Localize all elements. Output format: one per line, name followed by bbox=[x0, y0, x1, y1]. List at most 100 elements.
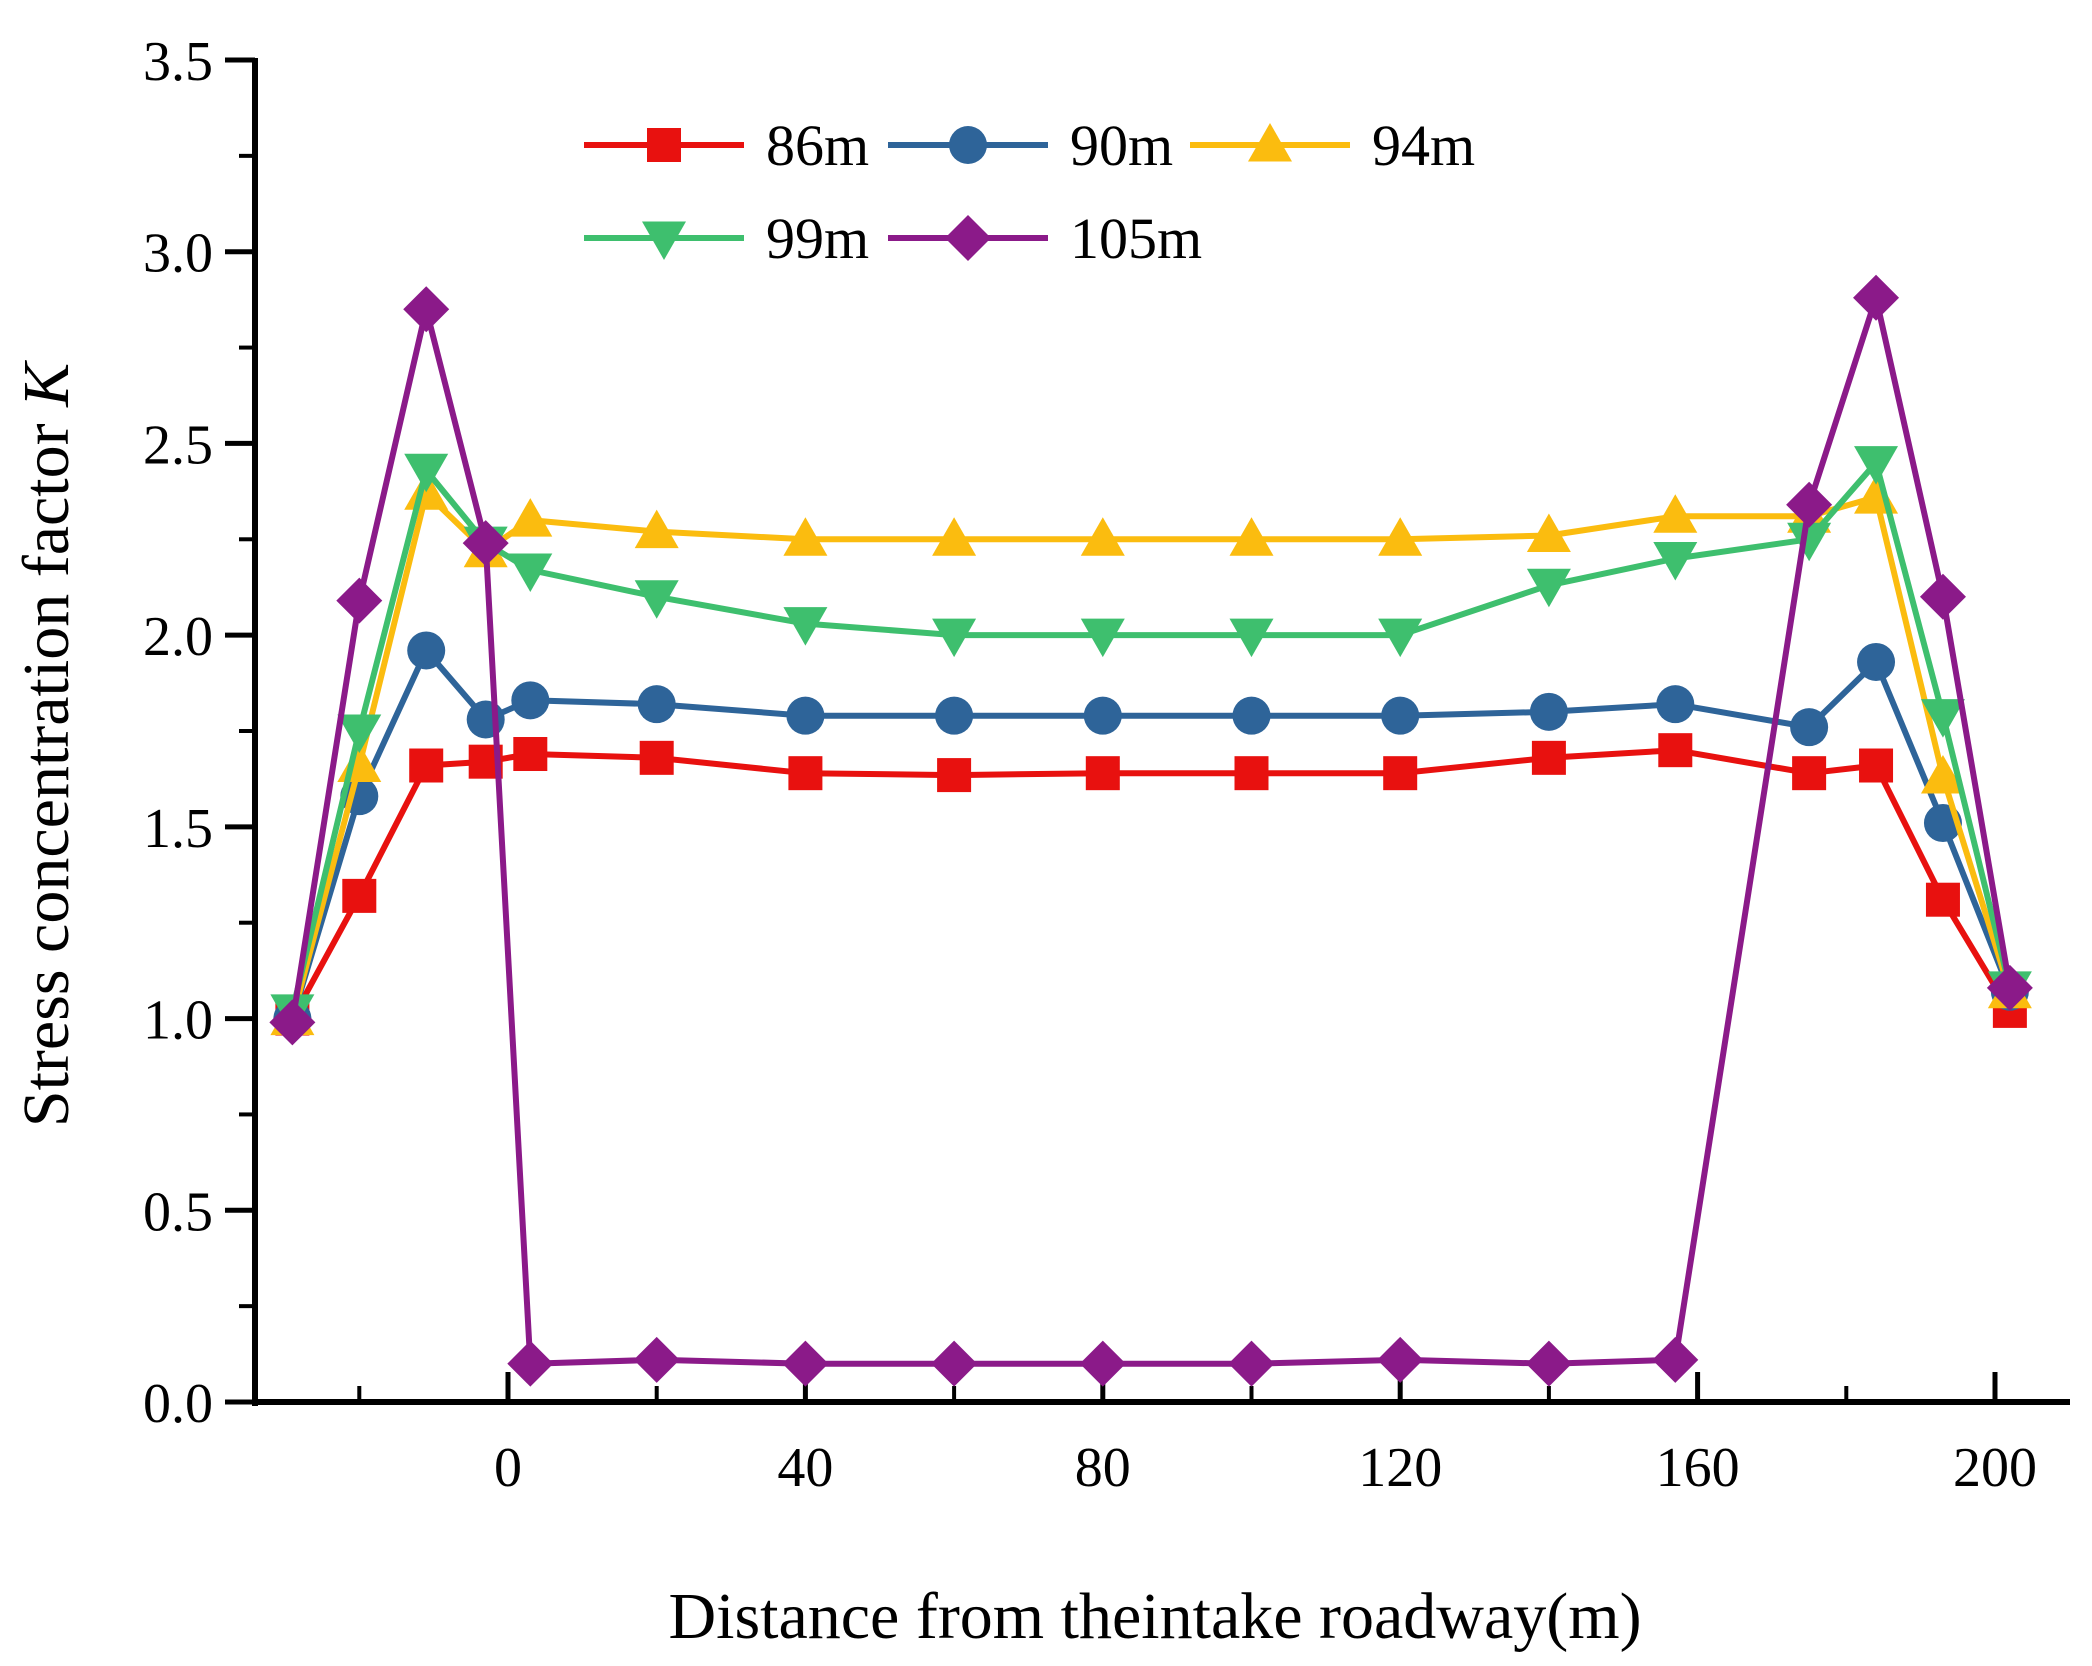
data-point-105m bbox=[633, 1336, 680, 1383]
data-point-99m bbox=[1653, 541, 1698, 581]
data-point-86m bbox=[513, 737, 548, 772]
data-point-99m bbox=[1080, 618, 1125, 658]
data-point-86m bbox=[1531, 740, 1566, 775]
series-105m bbox=[269, 274, 2033, 1387]
data-point-94m bbox=[1526, 513, 1571, 552]
data-point-90m bbox=[1790, 708, 1829, 747]
data-point-94m bbox=[932, 517, 977, 556]
data-point-105m bbox=[1525, 1340, 1572, 1387]
data-point-105m bbox=[931, 1340, 978, 1387]
y-tick-label: 3.0 bbox=[143, 223, 213, 285]
y-tick-label: 3.5 bbox=[143, 31, 213, 93]
data-point-86m bbox=[639, 740, 674, 775]
data-point-105m bbox=[1377, 1336, 1424, 1383]
x-tick-label: 120 bbox=[1358, 1437, 1442, 1499]
x-tick-label: 200 bbox=[1953, 1437, 2037, 1499]
axes: 0.0 0.5 1.0 1.5 2.0 2.5 3.0 3.5 0 40 80 120 160 200 bbox=[143, 31, 2070, 1499]
legend-label: 99m bbox=[766, 206, 869, 271]
data-point-105m bbox=[1786, 481, 1833, 528]
y-tick-label: 2.0 bbox=[143, 606, 213, 668]
data-point-90m bbox=[1381, 696, 1420, 735]
x-tick-label: 0 bbox=[494, 1437, 522, 1499]
data-point-90m bbox=[1857, 642, 1896, 681]
data-point-90m bbox=[1529, 692, 1568, 731]
legend-item-86m: 86m bbox=[584, 113, 869, 178]
data-point-99m bbox=[1526, 568, 1571, 608]
data-point-86m bbox=[409, 748, 444, 783]
data-point-99m bbox=[1378, 618, 1423, 658]
x-tick-label: 80 bbox=[1075, 1437, 1131, 1499]
data-point-99m bbox=[634, 580, 679, 619]
data-point-86m bbox=[788, 756, 823, 791]
data-point-90m bbox=[637, 685, 676, 724]
legend-marker bbox=[642, 221, 686, 260]
series-lines bbox=[269, 274, 2033, 1387]
data-point-105m bbox=[1986, 964, 2033, 1011]
legend-marker bbox=[949, 126, 987, 164]
y-axis-title-text: Stress concentration factor bbox=[10, 407, 83, 1127]
data-point-86m bbox=[1234, 756, 1269, 791]
y-tick-label: 0.0 bbox=[143, 1373, 213, 1435]
data-point-99m bbox=[1920, 699, 1965, 738]
data-point-99m bbox=[1854, 446, 1899, 485]
data-point-99m bbox=[783, 607, 828, 646]
series-line-105m bbox=[289, 294, 2013, 1367]
y-axis-title: Stress concentration factor K bbox=[10, 360, 83, 1127]
x-axis-title: Distance from theintake roadway(m) bbox=[668, 1580, 1641, 1653]
legend-item-94m: 94m bbox=[1190, 113, 1475, 178]
data-point-86m bbox=[1383, 756, 1418, 791]
data-point-94m bbox=[508, 498, 553, 537]
data-point-94m bbox=[1378, 517, 1423, 556]
data-point-90m bbox=[1083, 696, 1122, 735]
data-point-94m bbox=[1080, 517, 1125, 556]
legend-marker bbox=[1248, 123, 1292, 162]
data-point-86m bbox=[1859, 748, 1894, 783]
data-point-90m bbox=[407, 631, 446, 670]
y-axis-title-variable: K bbox=[10, 360, 83, 408]
data-point-105m bbox=[1919, 573, 1966, 620]
data-point-86m bbox=[1658, 733, 1693, 768]
data-point-94m bbox=[634, 509, 679, 549]
y-tick-label: 1.5 bbox=[143, 798, 213, 860]
data-point-86m bbox=[1792, 756, 1827, 791]
data-point-105m bbox=[403, 286, 450, 333]
data-point-86m bbox=[937, 758, 972, 793]
legend-label: 105m bbox=[1070, 206, 1202, 271]
data-point-90m bbox=[511, 681, 550, 720]
data-point-105m bbox=[462, 520, 509, 567]
data-point-90m bbox=[935, 696, 974, 735]
data-point-94m bbox=[783, 517, 828, 556]
data-point-99m bbox=[1229, 618, 1274, 658]
data-point-90m bbox=[786, 696, 825, 735]
y-tick-label: 2.5 bbox=[143, 414, 213, 476]
data-point-105m bbox=[1228, 1340, 1275, 1387]
data-point-90m bbox=[1232, 696, 1271, 735]
data-point-86m bbox=[1925, 882, 1960, 917]
data-point-105m bbox=[336, 577, 383, 624]
x-tick-label: 160 bbox=[1656, 1437, 1740, 1499]
data-point-99m bbox=[508, 553, 553, 592]
y-tick-label: 0.5 bbox=[143, 1181, 213, 1243]
series-line-90m bbox=[289, 647, 2013, 1020]
data-point-94m bbox=[1229, 517, 1274, 556]
series-line-99m bbox=[289, 459, 2013, 1012]
data-point-105m bbox=[1079, 1340, 1126, 1387]
data-point-105m bbox=[1652, 1336, 1699, 1383]
data-point-105m bbox=[269, 999, 316, 1046]
legend-item-90m: 90m bbox=[888, 113, 1173, 178]
data-point-99m bbox=[1787, 522, 1832, 562]
legend-label: 94m bbox=[1372, 113, 1475, 178]
data-point-94m bbox=[1920, 755, 1965, 794]
legend-label: 90m bbox=[1070, 113, 1173, 178]
legend-label: 86m bbox=[766, 113, 869, 178]
data-point-99m bbox=[932, 618, 977, 658]
data-point-86m bbox=[342, 878, 377, 913]
data-point-105m bbox=[507, 1340, 554, 1387]
x-tick-label: 40 bbox=[777, 1437, 833, 1499]
data-point-86m bbox=[1085, 756, 1120, 791]
series-90m bbox=[273, 631, 2029, 1038]
data-point-94m bbox=[1653, 494, 1698, 533]
legend-marker bbox=[945, 215, 991, 261]
